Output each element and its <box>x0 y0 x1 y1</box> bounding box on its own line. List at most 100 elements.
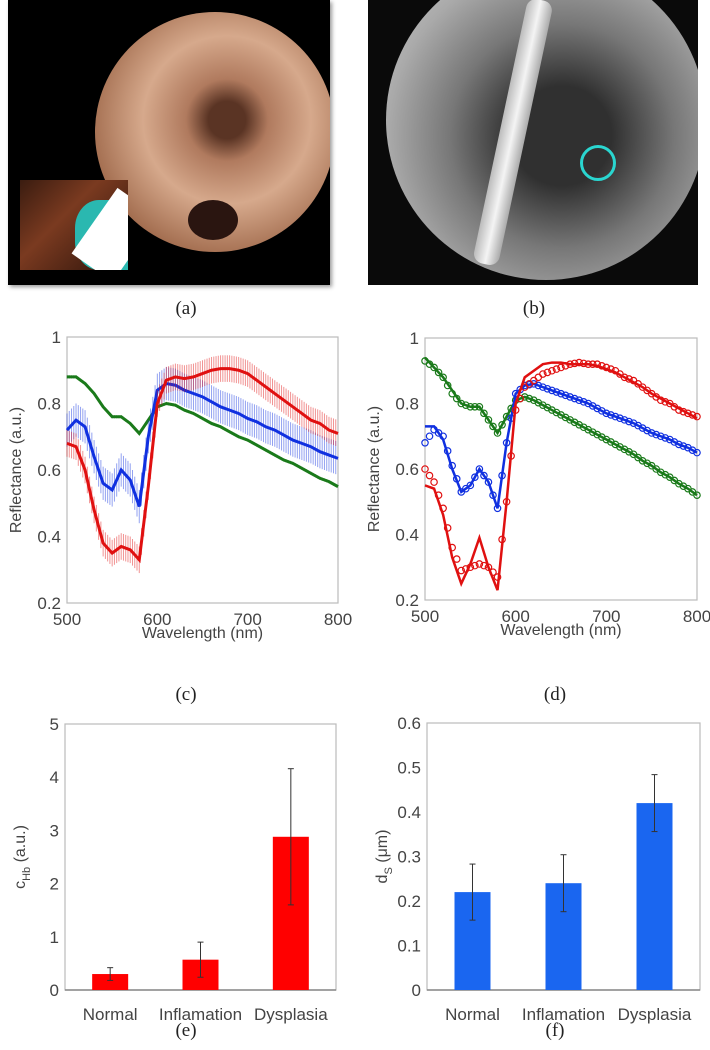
data-point <box>588 360 597 369</box>
caption-b: (b) <box>523 298 545 319</box>
y-tick-label: 3 <box>50 821 59 840</box>
data-point <box>661 398 670 406</box>
data-point <box>457 566 466 575</box>
y-tick-label: 0.8 <box>395 395 419 414</box>
data-point <box>548 366 556 375</box>
data-point <box>602 363 611 372</box>
series-red <box>66 355 339 574</box>
bar-normal <box>92 974 129 990</box>
data-point <box>693 412 701 421</box>
chart-e: 0 1 2 3 4 5 Normal Inflamation Dysplasia cHb (a.u… <box>12 715 337 1024</box>
data-point <box>688 411 697 419</box>
data-point <box>647 429 656 437</box>
data-point <box>543 384 552 393</box>
fluoroscopy-image <box>368 0 698 285</box>
y-axis-label-unit: (a.u.) <box>12 825 29 867</box>
data-point <box>461 565 470 573</box>
y-tick-label: 0.4 <box>37 528 61 547</box>
x-category-label: Dysplasia <box>618 1005 692 1024</box>
data-point <box>439 432 447 441</box>
y-tick-label: 0.5 <box>397 759 421 778</box>
y-tick-label: 0.6 <box>395 460 419 479</box>
data-point <box>693 491 701 500</box>
data-point <box>652 430 661 439</box>
y-tick-label: 2 <box>50 875 59 894</box>
x-category-label: Inflamation <box>159 1005 242 1024</box>
data-point <box>443 447 452 455</box>
y-axis-label: cHb (a.u.) <box>12 825 33 889</box>
data-point <box>452 394 461 403</box>
data-point <box>507 452 515 460</box>
data-point <box>520 393 529 401</box>
data-point <box>466 563 475 572</box>
data-point <box>480 561 488 570</box>
data-point <box>502 412 511 421</box>
y-tick-label: 0 <box>412 981 421 1000</box>
data-point <box>439 373 447 382</box>
data-point <box>484 478 493 486</box>
data-point <box>471 402 479 411</box>
data-point <box>475 402 484 411</box>
data-point <box>493 504 502 513</box>
y-tick-label: 0.3 <box>397 848 421 867</box>
y-axis-label-symbol: c <box>12 881 29 889</box>
data-point <box>575 396 583 405</box>
data-point <box>561 391 570 400</box>
data-point <box>475 465 484 473</box>
data-point <box>493 573 502 581</box>
fit-line <box>425 382 698 509</box>
x-tick-label: 800 <box>324 610 352 629</box>
endoscopy-image <box>8 0 330 285</box>
data-point <box>675 440 683 449</box>
data-point <box>552 388 561 396</box>
data-point <box>625 375 633 383</box>
caption-f: (f) <box>546 1020 565 1041</box>
data-point <box>439 504 447 513</box>
y-axis-label-unit: (μm) <box>374 830 391 868</box>
data-point <box>584 360 593 369</box>
y-tick-label: 0 <box>50 981 59 1000</box>
y-axis-label: dS (μm) <box>374 830 395 884</box>
inset-image <box>20 180 128 270</box>
y-axis-label: Reflectance (a.u.) <box>366 406 383 532</box>
y-tick-label: 0.1 <box>397 937 421 956</box>
y-tick-label: 0.6 <box>397 714 421 733</box>
data-point <box>466 481 475 490</box>
y-tick-label: 1 <box>52 328 61 347</box>
caption-e: (e) <box>175 1020 196 1041</box>
data-point <box>534 373 543 382</box>
data-point <box>539 370 547 378</box>
data-point <box>502 438 511 447</box>
data-point <box>570 394 579 403</box>
y-tick-label: 1 <box>410 329 419 348</box>
data-point <box>448 543 457 552</box>
x-tick-label: 800 <box>683 607 710 626</box>
data-point <box>548 386 556 395</box>
y-axis-label-symbol: d <box>374 875 391 884</box>
data-point <box>498 420 506 429</box>
data-point <box>611 412 620 421</box>
data-point <box>502 497 511 506</box>
chart-c: 0.2 0.4 0.6 0.8 1 500 600 700 800 Wavelength (nm)… <box>8 328 352 642</box>
data-point <box>593 360 602 369</box>
data-point <box>480 471 488 480</box>
data-point <box>489 422 497 431</box>
data-point <box>570 359 579 368</box>
data-point <box>607 365 615 373</box>
data-point <box>656 432 665 441</box>
x-category-label: Inflamation <box>522 1005 605 1024</box>
data-point <box>425 471 434 480</box>
data-point <box>457 399 466 408</box>
x-category-label: Normal <box>83 1005 138 1024</box>
data-point <box>430 363 438 372</box>
chart-f: 0 0.1 0.2 0.3 0.4 0.5 0.6 Normal Inflamation Dysp… <box>374 714 701 1024</box>
series-blue <box>65 366 339 524</box>
data-point <box>557 363 565 372</box>
target-marker-circle <box>580 145 616 181</box>
data-point <box>511 406 520 414</box>
data-point <box>489 568 497 576</box>
series-line <box>65 381 339 508</box>
y-tick-label: 4 <box>50 768 59 787</box>
bar-dysplasia <box>636 803 673 990</box>
